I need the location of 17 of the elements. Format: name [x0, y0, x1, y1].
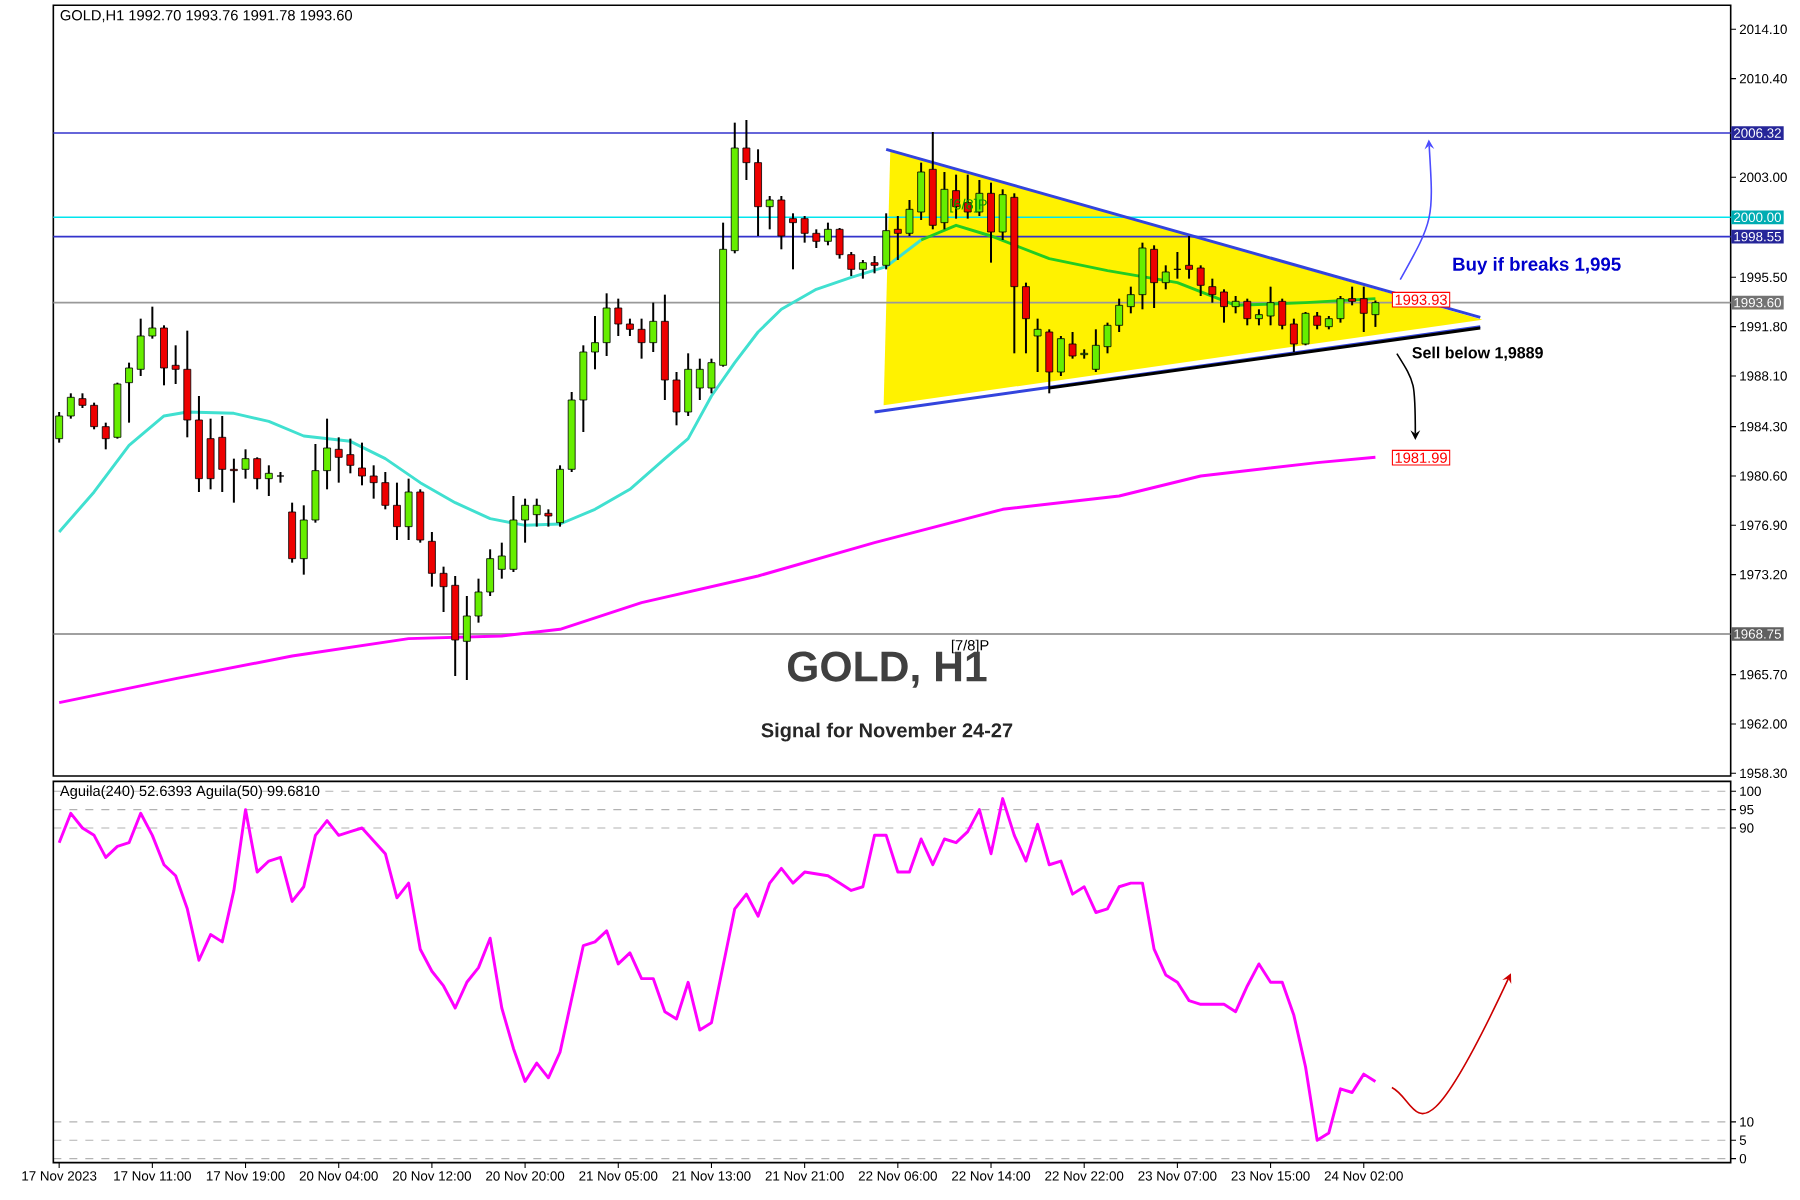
text: GOLD, H1	[787, 651, 987, 688]
candlestick	[288, 501, 297, 564]
annotation: Buy if breaks 1,995	[1453, 257, 1621, 275]
candlestick	[1196, 264, 1205, 297]
candlestick	[264, 464, 273, 497]
candlestick	[358, 441, 366, 487]
candlestick	[1208, 277, 1217, 304]
line-series	[57, 797, 1377, 1142]
annotation: Sell below 1,9889	[1412, 346, 1543, 361]
line-series	[919, 223, 1377, 307]
candlestick	[1185, 234, 1193, 280]
candlestick	[789, 212, 797, 271]
text: Signal for November 24-27	[761, 722, 1013, 742]
candlestick	[1022, 281, 1030, 355]
candlestick	[125, 361, 133, 424]
candlestick	[1161, 264, 1170, 291]
line-series	[57, 455, 1377, 705]
